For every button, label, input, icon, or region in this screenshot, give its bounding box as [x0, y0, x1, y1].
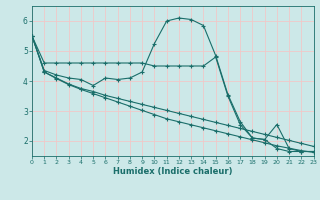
X-axis label: Humidex (Indice chaleur): Humidex (Indice chaleur): [113, 167, 233, 176]
